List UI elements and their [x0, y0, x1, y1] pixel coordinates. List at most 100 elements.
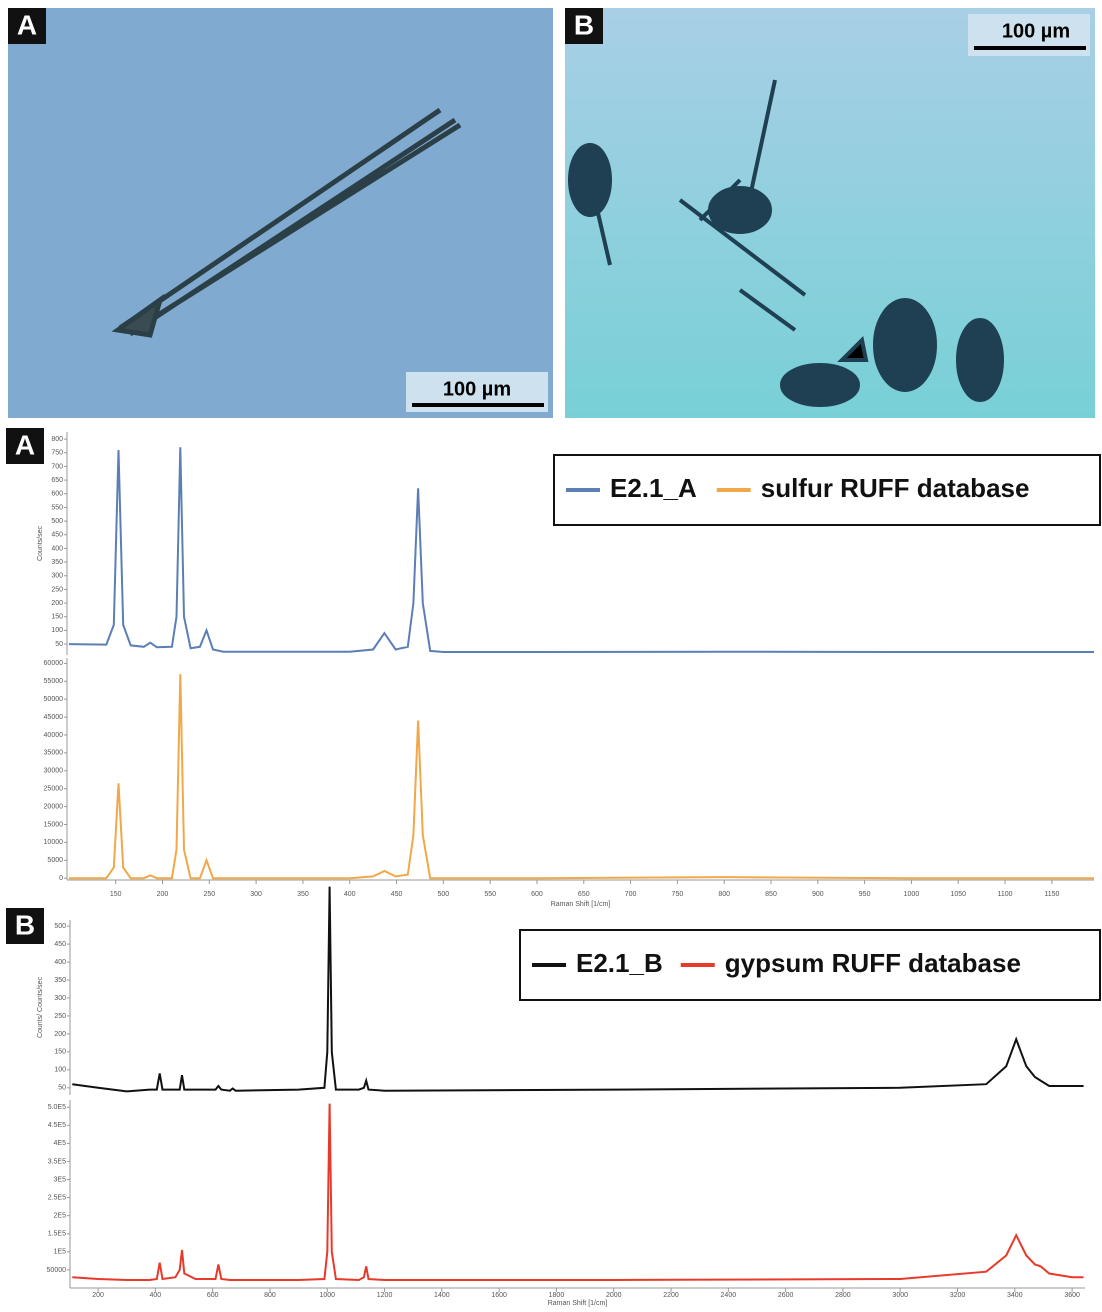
- legend-label: sulfur RUFF database: [761, 473, 1030, 503]
- y-tick-label: 200: [51, 600, 63, 607]
- x-axis-label: Raman Shift [1/cm]: [548, 1300, 608, 1307]
- spectrum-line: [68, 674, 1094, 880]
- legend-box: [553, 454, 1101, 526]
- y-tick-label: 45000: [44, 714, 64, 721]
- y-tick-label: 15000: [44, 821, 64, 828]
- y-tick-label: 10000: [44, 839, 64, 846]
- y-tick-label: 400: [51, 545, 63, 552]
- photo-b: [565, 8, 1095, 418]
- y-axis-label: Counts/sec: [37, 525, 44, 561]
- x-tick-label: 750: [672, 891, 684, 898]
- crystals: [568, 79, 1004, 407]
- y-tick-label: 55000: [44, 678, 64, 685]
- panel-label: B: [15, 909, 35, 940]
- x-tick-label: 800: [264, 1292, 276, 1299]
- panel-label: A: [15, 429, 35, 460]
- x-tick-label: 1050: [950, 891, 966, 898]
- y-tick-label: 50: [58, 1085, 66, 1092]
- x-tick-label: 450: [391, 891, 403, 898]
- y-tick-label: 4E5: [54, 1140, 67, 1147]
- y-tick-label: 150: [51, 614, 63, 621]
- x-tick-label: 1400: [434, 1292, 450, 1299]
- x-tick-label: 3400: [1007, 1292, 1023, 1299]
- x-tick-label: 600: [207, 1292, 219, 1299]
- x-tick-label: 350: [297, 891, 309, 898]
- x-tick-label: 1000: [904, 891, 920, 898]
- x-tick-label: 1200: [377, 1292, 393, 1299]
- x-tick-label: 250: [203, 891, 215, 898]
- y-tick-label: 50000: [47, 1267, 67, 1274]
- y-tick-label: 50: [55, 641, 63, 648]
- panel-label: A: [17, 9, 37, 40]
- panel-label-bg: [6, 908, 44, 944]
- x-tick-label: 600: [531, 891, 543, 898]
- panel-label: B: [574, 9, 594, 40]
- x-tick-label: 2600: [778, 1292, 794, 1299]
- y-tick-label: 5.0E5: [48, 1104, 66, 1111]
- spectrum-line: [72, 886, 1084, 1093]
- x-tick-label: 200: [157, 891, 169, 898]
- y-tick-label: 500: [54, 923, 66, 930]
- y-tick-label: 100: [54, 1067, 66, 1074]
- y-tick-label: 0: [59, 875, 63, 882]
- x-tick-label: 500: [438, 891, 450, 898]
- x-tick-label: 150: [110, 891, 122, 898]
- x-tick-label: 550: [484, 891, 496, 898]
- x-tick-label: 700: [625, 891, 637, 898]
- x-axis-label: Raman Shift [1/cm]: [551, 901, 611, 908]
- y-tick-label: 150: [54, 1049, 66, 1056]
- x-tick-label: 950: [859, 891, 871, 898]
- y-tick-label: 450: [51, 532, 63, 539]
- x-tick-label: 2200: [663, 1292, 679, 1299]
- panel-label-bg: [6, 428, 44, 464]
- y-tick-label: 20000: [44, 803, 64, 810]
- x-tick-label: 650: [578, 891, 590, 898]
- y-tick-label: 5000: [47, 857, 63, 864]
- panel-label-bg: [8, 8, 46, 44]
- y-tick-label: 700: [51, 463, 63, 470]
- y-tick-label: 25000: [44, 786, 64, 793]
- x-tick-label: 1150: [1044, 891, 1059, 898]
- y-tick-label: 250: [51, 586, 63, 593]
- x-tick-label: 1800: [549, 1292, 565, 1299]
- y-tick-label: 350: [54, 977, 66, 984]
- legend-label: E2.1_B: [576, 948, 663, 978]
- y-tick-label: 40000: [44, 732, 64, 739]
- x-tick-label: 1100: [998, 891, 1013, 898]
- photo-a: [8, 8, 553, 418]
- y-tick-label: 500: [51, 518, 63, 525]
- y-tick-label: 3.5E5: [48, 1158, 66, 1165]
- y-tick-label: 2.5E5: [48, 1194, 66, 1201]
- y-tick-label: 300: [51, 573, 63, 580]
- crystal: [111, 107, 462, 338]
- y-tick-label: 1.5E5: [48, 1231, 66, 1238]
- x-tick-label: 1000: [319, 1292, 335, 1299]
- x-tick-label: 400: [150, 1292, 162, 1299]
- x-tick-label: 3200: [950, 1292, 966, 1299]
- y-tick-label: 2E5: [54, 1213, 67, 1220]
- x-tick-label: 800: [718, 891, 730, 898]
- y-tick-label: 400: [54, 959, 66, 966]
- legend-label: E2.1_A: [610, 473, 697, 503]
- scale-label: 100 µm: [1002, 20, 1070, 42]
- y-tick-label: 1E5: [54, 1249, 67, 1256]
- y-tick-label: 30000: [44, 768, 64, 775]
- y-tick-label: 60000: [44, 660, 64, 667]
- panel-label-bg: [565, 8, 603, 44]
- y-tick-label: 550: [51, 504, 63, 511]
- y-tick-label: 250: [54, 1013, 66, 1020]
- y-tick-label: 800: [51, 436, 63, 443]
- spectrum-line: [72, 1103, 1084, 1282]
- x-tick-label: 2800: [835, 1292, 851, 1299]
- y-tick-label: 450: [54, 941, 66, 948]
- y-tick-label: 100: [51, 627, 63, 634]
- scale-label: 100 µm: [443, 378, 511, 400]
- x-tick-label: 2400: [721, 1292, 737, 1299]
- y-tick-label: 350: [51, 559, 63, 566]
- y-tick-label: 50000: [44, 696, 64, 703]
- y-axis-label: Counts/ Counts/sec: [37, 976, 44, 1038]
- x-tick-label: 300: [250, 891, 262, 898]
- x-tick-label: 200: [92, 1292, 104, 1299]
- y-tick-label: 4.5E5: [48, 1122, 66, 1129]
